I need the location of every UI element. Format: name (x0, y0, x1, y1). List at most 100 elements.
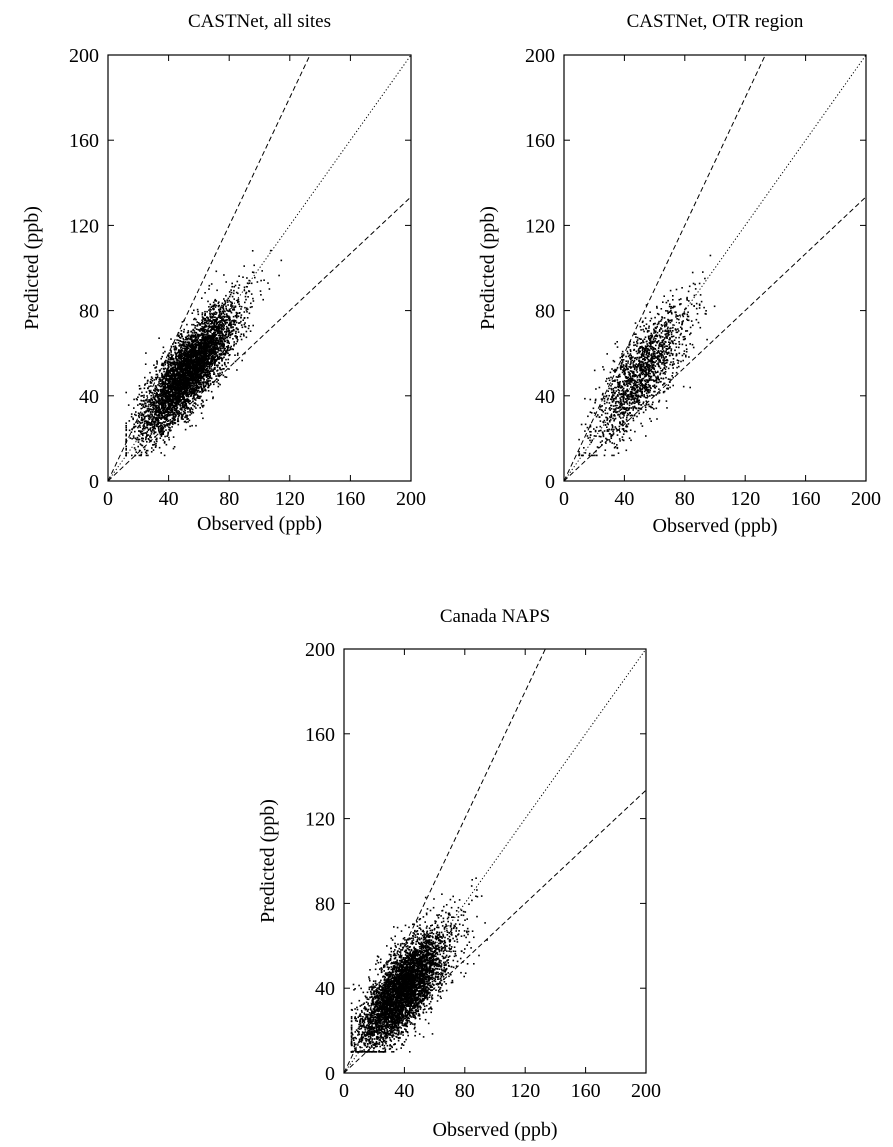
data-point (211, 381, 214, 383)
data-point (219, 341, 222, 343)
data-point (143, 423, 145, 426)
data-point (222, 352, 224, 354)
data-point (204, 335, 207, 338)
data-point (168, 375, 170, 378)
data-point (245, 298, 247, 301)
data-point (196, 344, 199, 346)
data-point (207, 382, 209, 385)
data-point (149, 422, 151, 424)
data-point (168, 436, 170, 439)
data-point (170, 409, 172, 411)
data-point (190, 346, 192, 349)
data-point (163, 454, 166, 457)
data-point (166, 369, 168, 372)
data-point (184, 376, 187, 378)
data-point (198, 350, 200, 353)
data-point (225, 281, 227, 283)
data-point (175, 403, 178, 405)
data-point (187, 406, 190, 409)
data-point (146, 382, 149, 384)
data-point (214, 311, 217, 313)
data-point (189, 356, 191, 358)
data-point (172, 411, 174, 413)
data-point (235, 313, 238, 316)
data-point (219, 310, 222, 313)
data-point (212, 304, 215, 307)
data-point (176, 375, 178, 377)
reference-line-2 (108, 55, 311, 481)
data-point (188, 358, 191, 361)
data-point (211, 333, 213, 335)
data-point (194, 331, 197, 334)
data-point (153, 390, 156, 392)
data-point (226, 346, 229, 348)
data-point (243, 352, 246, 355)
data-point (156, 376, 159, 379)
data-point (135, 451, 138, 453)
data-point (180, 388, 182, 391)
data-point (182, 357, 185, 359)
data-point (190, 387, 192, 389)
data-point (201, 388, 203, 390)
data-point (206, 361, 208, 363)
data-point (221, 306, 224, 309)
data-point (188, 419, 191, 422)
data-point (198, 357, 200, 359)
data-point (211, 317, 214, 319)
data-point (178, 414, 181, 417)
data-point (180, 395, 183, 398)
data-point (219, 324, 222, 326)
data-point (210, 360, 212, 363)
data-point (193, 405, 196, 408)
data-point (198, 323, 201, 325)
data-point (203, 352, 205, 354)
data-point (193, 318, 195, 321)
data-point (194, 336, 196, 339)
data-point (189, 400, 191, 402)
data-point (125, 445, 127, 448)
data-point (195, 342, 197, 345)
data-point (220, 320, 222, 322)
data-point (191, 355, 194, 358)
data-point (165, 414, 168, 416)
data-point (195, 331, 198, 334)
data-point (187, 341, 190, 343)
data-point (210, 368, 213, 370)
data-point (179, 340, 181, 342)
data-point (198, 353, 200, 355)
data-point (183, 365, 186, 367)
data-point (195, 387, 198, 389)
data-point (182, 413, 185, 415)
data-point (194, 353, 196, 356)
data-point (269, 249, 272, 252)
data-point (195, 374, 198, 377)
data-point (152, 425, 154, 428)
data-point (197, 313, 200, 316)
data-point (168, 408, 170, 410)
data-point (193, 332, 196, 334)
data-point (278, 274, 280, 277)
data-point (217, 347, 219, 349)
data-point (125, 425, 127, 427)
data-point (155, 373, 158, 376)
data-point (145, 436, 147, 438)
data-point (226, 310, 229, 312)
data-point (171, 402, 174, 405)
data-point (157, 401, 159, 404)
data-point (154, 390, 157, 392)
data-point (197, 378, 199, 381)
data-point (172, 386, 174, 389)
data-point (152, 418, 154, 421)
data-point (196, 369, 198, 372)
data-point (155, 405, 157, 408)
data-point (216, 345, 218, 347)
data-point (189, 382, 191, 385)
data-point (215, 358, 218, 361)
data-point (207, 356, 210, 359)
data-point (213, 358, 215, 361)
data-point (162, 385, 165, 388)
data-point (159, 437, 162, 439)
data-point (204, 317, 207, 320)
data-point (170, 422, 172, 424)
data-point (229, 293, 232, 296)
